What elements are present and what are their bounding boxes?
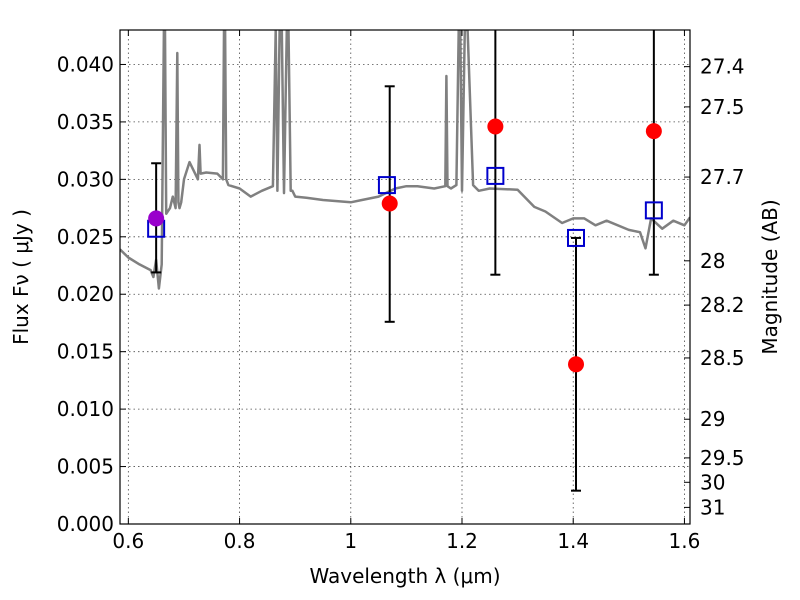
y-tick-label: 0.035 [57,110,114,134]
x-tick-label: 1.4 [557,529,589,553]
plot-frame [119,29,691,525]
right-axis-label: Magnitude (AB) [758,199,782,354]
y-axis-label: Flux Fν ( μJy ) [9,209,33,345]
observed-point [568,356,584,373]
x-tick-label: 0.8 [224,529,256,553]
x-tick-label: 1 [344,529,357,553]
observed-point [645,123,662,140]
y-tick-label: 0.015 [57,340,114,364]
y-tick-label: 0.040 [57,52,114,76]
x-axis-label: Wavelength λ (μm) [309,564,500,588]
y-tick-label: 0.020 [57,282,114,306]
y-tick-label: 0.030 [57,167,114,191]
model-photometry-square [377,176,396,195]
observed-point [487,118,504,135]
y-tick-label: 0.005 [57,455,114,479]
x-tick-label: 1.2 [446,529,478,553]
model-spectrum-line [120,30,690,290]
right-tick-label: 29.5 [700,446,745,470]
right-tick-label: 28.5 [700,346,745,370]
observed-point [148,210,165,227]
observed-point [381,195,398,212]
right-tick-label: 27.7 [700,165,745,189]
right-tick-label: 30 [700,470,725,494]
grid [120,30,690,524]
right-tick-label: 31 [700,495,725,519]
right-tick-label: 28 [700,249,725,273]
model-photometry-squares [147,166,663,247]
model-photometry-square [567,228,585,247]
observed-points [148,118,662,373]
x-tick-label: 1.6 [669,529,701,553]
x-tick-label: 0.6 [112,529,144,553]
right-tick-label: 29 [700,407,725,431]
right-tick-label: 27.4 [700,55,745,79]
right-tick-label: 27.5 [700,95,745,119]
right-tick-label: 28.2 [700,293,745,317]
model-photometry-square [486,166,505,185]
y-tick-label: 0.000 [57,512,114,536]
y-tick-label: 0.010 [57,397,114,421]
y-axis-ticks: 0.000 0.005 0.010 0.015 0.020 0.025 0.030 0.035… [57,52,126,536]
errorbars [151,30,659,492]
model-photometry-square [644,201,663,220]
y-tick-label: 0.025 [57,225,114,249]
x-axis-ticks: 0.6 0.8 1 1.2 1.4 1.6 [112,30,700,553]
